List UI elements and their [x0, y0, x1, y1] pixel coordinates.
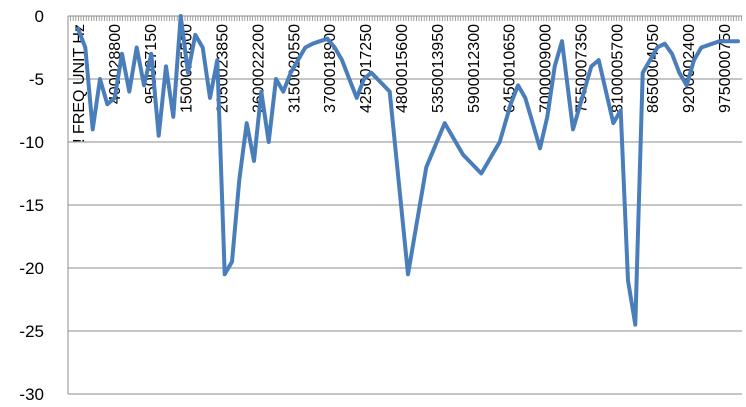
x-tick-label: 7000009000 [538, 24, 555, 113]
x-tick-label: 5350013950 [430, 24, 447, 113]
x-tick-label: 8650004050 [645, 24, 662, 113]
y-tick-label: -30 [19, 385, 44, 404]
x-tick-label: 400028800 [107, 24, 124, 104]
x-tick-label: 6450010650 [502, 24, 519, 113]
gridlines [68, 78, 742, 395]
y-tick-label: -20 [19, 259, 44, 278]
x-tick-label: 9750000750 [717, 24, 734, 113]
x-tick-label: 4800015600 [394, 24, 411, 113]
x-tick-label: 2600022200 [250, 24, 267, 113]
x-tick-label: 3700018900 [322, 24, 339, 113]
y-tick-label: -25 [19, 322, 44, 341]
y-axis-tick-labels: 0 -5 -10 -15 -20 -25 -30 [19, 7, 44, 404]
y-tick-label: -5 [29, 70, 44, 89]
axes [67, 15, 742, 394]
y-tick-label: -15 [19, 196, 44, 215]
y-tick-label: -10 [19, 133, 44, 152]
x-tick-label: 5900012300 [466, 24, 483, 113]
series-line [76, 14, 740, 327]
data-series [76, 14, 740, 327]
x-tick-label: 4250017250 [358, 24, 375, 113]
x-tick-label: ! FREQ UNIT Hz [71, 24, 88, 143]
x-tick-label: 8100005700 [609, 24, 626, 113]
y-tick-label: 0 [35, 7, 44, 26]
